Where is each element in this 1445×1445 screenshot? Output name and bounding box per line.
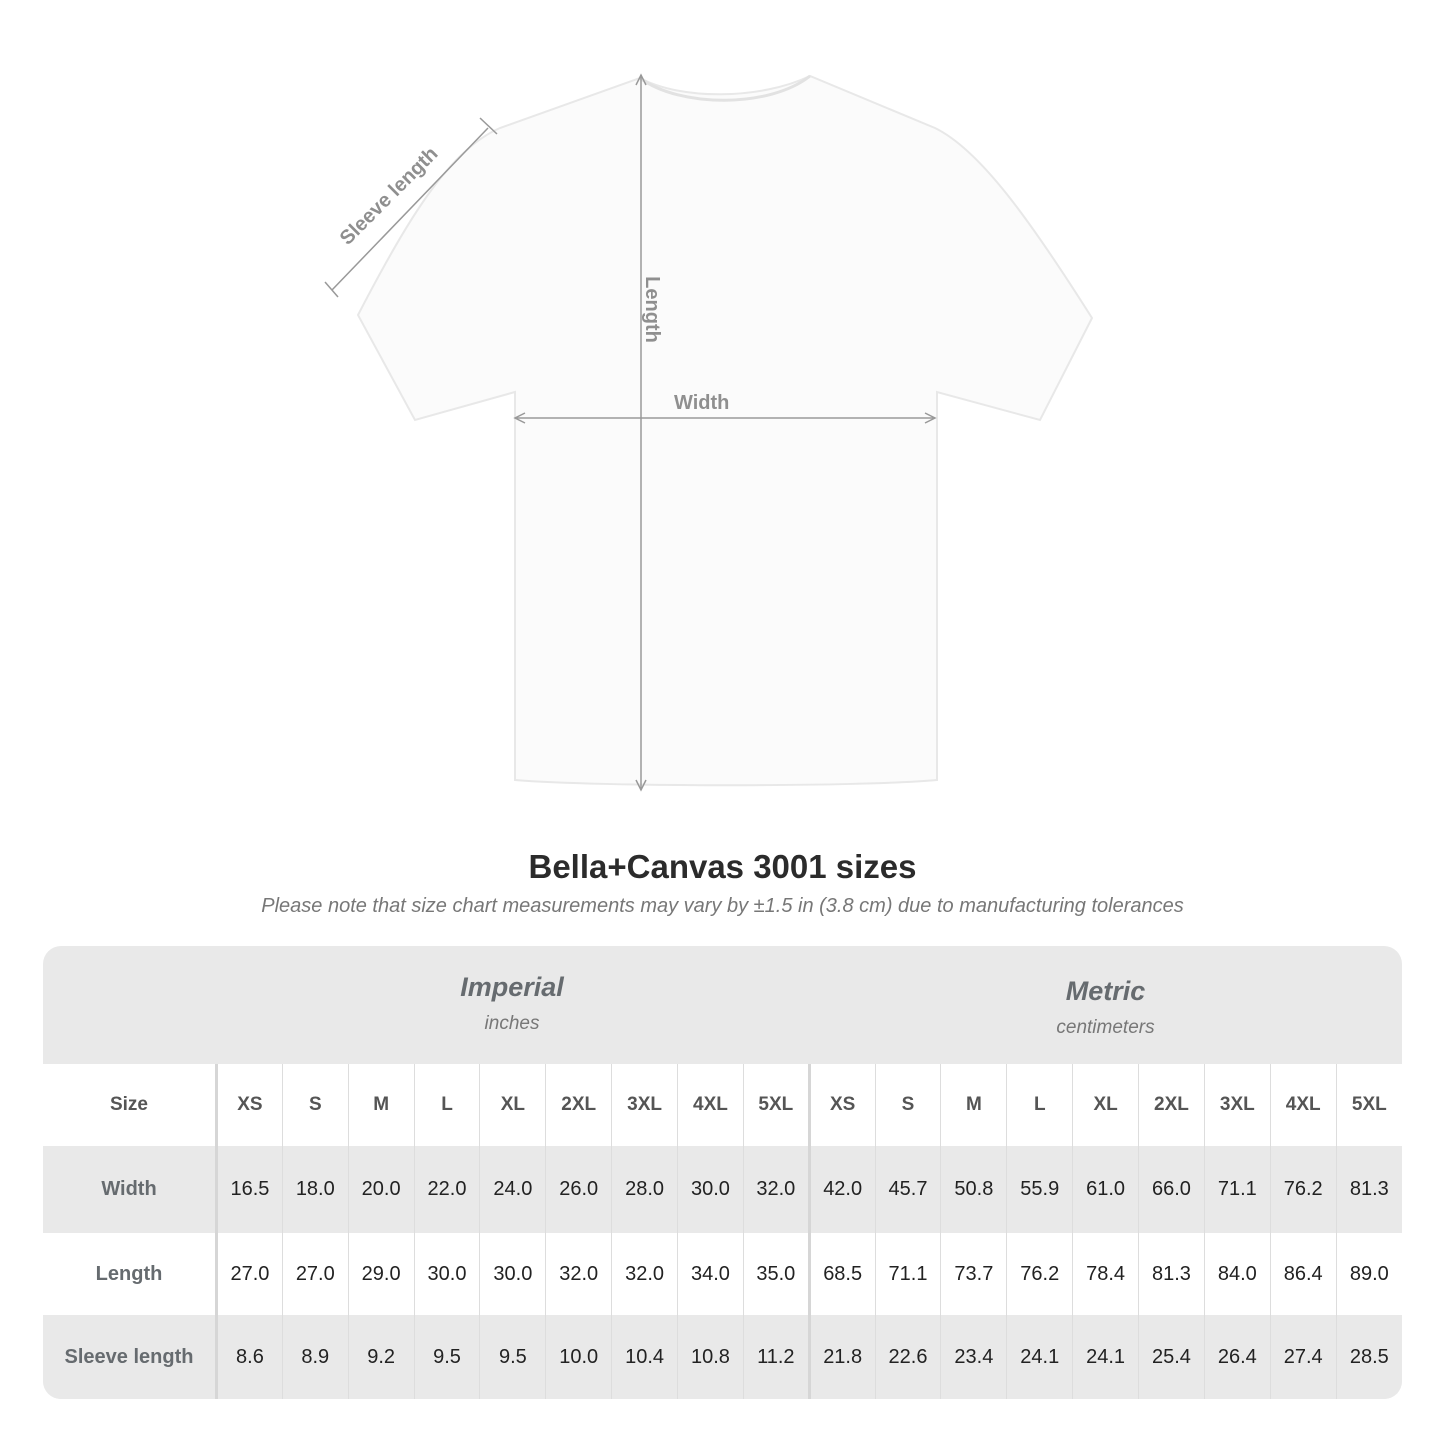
metric-value: 71.1 (1203, 1146, 1271, 1233)
imperial-value: 20.0 (347, 1146, 415, 1233)
chart-title: Bella+Canvas 3001 sizes (528, 848, 917, 885)
metric-value: 68.5 (807, 1233, 876, 1315)
size-header-metric: XS (807, 1064, 876, 1146)
metric-value: 24.1 (1072, 1315, 1139, 1399)
metric-value: 81.3 (1138, 1233, 1205, 1315)
imperial-header: Imperial inches (215, 946, 809, 1090)
metric-value: 84.0 (1203, 1233, 1271, 1315)
metric-value: 45.7 (874, 1146, 941, 1233)
size-header-imperial: 5XL (742, 1064, 810, 1146)
row-label: Length (43, 1233, 218, 1315)
metric-value: 76.2 (1006, 1233, 1073, 1315)
imperial-value: 11.2 (742, 1315, 810, 1399)
metric-value: 71.1 (874, 1233, 941, 1315)
metric-label: Metric (1065, 976, 1146, 1006)
imperial-value: 28.0 (611, 1146, 678, 1233)
width-label: Width (674, 392, 730, 414)
metric-value: 21.8 (807, 1315, 876, 1399)
metric-value: 24.1 (1006, 1315, 1073, 1399)
imperial-label: Imperial (460, 972, 564, 1002)
metric-value: 27.4 (1269, 1315, 1337, 1399)
size-header-metric: 2XL (1138, 1064, 1205, 1146)
metric-value: 28.5 (1335, 1315, 1402, 1399)
size-header-metric: XL (1072, 1064, 1139, 1146)
imperial-value: 8.6 (216, 1315, 283, 1399)
metric-value: 73.7 (940, 1233, 1007, 1315)
tolerance-note: Please note that size chart measurements… (261, 895, 1184, 917)
metric-value: 42.0 (807, 1146, 876, 1233)
imperial-value: 35.0 (742, 1233, 810, 1315)
tshirt-collar (639, 74, 811, 102)
imperial-value: 9.5 (479, 1315, 546, 1399)
metric-value: 55.9 (1006, 1146, 1073, 1233)
imperial-value: 26.0 (545, 1146, 612, 1233)
table-row: Sleeve length 8.6 8.9 9.2 9.5 9.5 10.0 10.4 10.8… (43, 1315, 1402, 1399)
metric-value: 89.0 (1335, 1233, 1402, 1315)
length-label: Length (640, 276, 663, 343)
metric-value: 23.4 (940, 1315, 1007, 1399)
imperial-value: 24.0 (479, 1146, 546, 1233)
imperial-value: 10.8 (677, 1315, 744, 1399)
size-header-row: Size XS S M L XL 2XL 3XL 4XL 5XL XS S M L XL 2XL 3XL 4XL 5… (43, 1064, 1402, 1146)
size-header-metric: M (940, 1064, 1007, 1146)
imperial-value: 30.0 (479, 1233, 546, 1315)
metric-value: 86.4 (1269, 1233, 1337, 1315)
measure-lines (324, 73, 937, 792)
size-header-imperial: S (281, 1064, 349, 1146)
imperial-value: 9.2 (347, 1315, 415, 1399)
imperial-value: 32.0 (545, 1233, 612, 1315)
size-header-metric: 3XL (1203, 1064, 1271, 1146)
imperial-value: 18.0 (281, 1146, 349, 1233)
metric-value: 26.4 (1203, 1315, 1271, 1399)
size-header-metric: S (874, 1064, 941, 1146)
size-header-metric: 4XL (1269, 1064, 1337, 1146)
size-header-imperial: 4XL (677, 1064, 744, 1146)
imperial-value: 27.0 (216, 1233, 283, 1315)
imperial-value: 29.0 (347, 1233, 415, 1315)
metric-unit: centimeters (1056, 1017, 1155, 1038)
size-header-metric: 5XL (1335, 1064, 1402, 1146)
size-table-panel: Imperial inches Metric centimeters Size X… (43, 946, 1402, 1399)
table-row: Length 27.0 27.0 29.0 30.0 30.0 32.0 32.0 34.0 35… (43, 1233, 1402, 1315)
metric-value: 78.4 (1072, 1233, 1139, 1315)
imperial-unit: inches (484, 1013, 540, 1034)
size-header-imperial: XS (216, 1064, 283, 1146)
sleeve-arrow (331, 127, 489, 291)
imperial-value: 30.0 (413, 1233, 480, 1315)
metric-value: 81.3 (1335, 1146, 1402, 1233)
imperial-value: 10.4 (611, 1315, 678, 1399)
size-header-imperial: XL (479, 1064, 546, 1146)
imperial-value: 32.0 (742, 1146, 810, 1233)
tshirt-shape (356, 74, 1094, 787)
size-header-imperial: 2XL (545, 1064, 612, 1146)
size-header-imperial: M (347, 1064, 415, 1146)
row-label: Width (43, 1146, 218, 1233)
row-label: Sleeve length (43, 1315, 218, 1399)
imperial-value: 9.5 (413, 1315, 480, 1399)
tshirt-diagram (324, 73, 1094, 792)
metric-value: 66.0 (1138, 1146, 1205, 1233)
metric-value: 76.2 (1269, 1146, 1337, 1233)
size-header-metric: L (1006, 1064, 1073, 1146)
imperial-value: 10.0 (545, 1315, 612, 1399)
imperial-value: 27.0 (281, 1233, 349, 1315)
size-header: Size (43, 1064, 218, 1146)
metric-value: 50.8 (940, 1146, 1007, 1233)
imperial-value: 16.5 (216, 1146, 283, 1233)
metric-header: Metric centimeters (809, 946, 1402, 1094)
imperial-value: 34.0 (677, 1233, 744, 1315)
size-header-imperial: 3XL (611, 1064, 678, 1146)
imperial-value: 8.9 (281, 1315, 349, 1399)
imperial-value: 30.0 (677, 1146, 744, 1233)
size-table: Size XS S M L XL 2XL 3XL 4XL 5XL XS S M L XL 2XL 3XL 4XL 5… (43, 1064, 1402, 1399)
metric-value: 22.6 (874, 1315, 941, 1399)
imperial-value: 32.0 (611, 1233, 678, 1315)
metric-value: 25.4 (1138, 1315, 1205, 1399)
metric-value: 61.0 (1072, 1146, 1139, 1233)
imperial-value: 22.0 (413, 1146, 480, 1233)
table-row: Width 16.5 18.0 20.0 22.0 24.0 26.0 28.0 30.0 32.… (43, 1146, 1402, 1233)
size-header-imperial: L (413, 1064, 480, 1146)
